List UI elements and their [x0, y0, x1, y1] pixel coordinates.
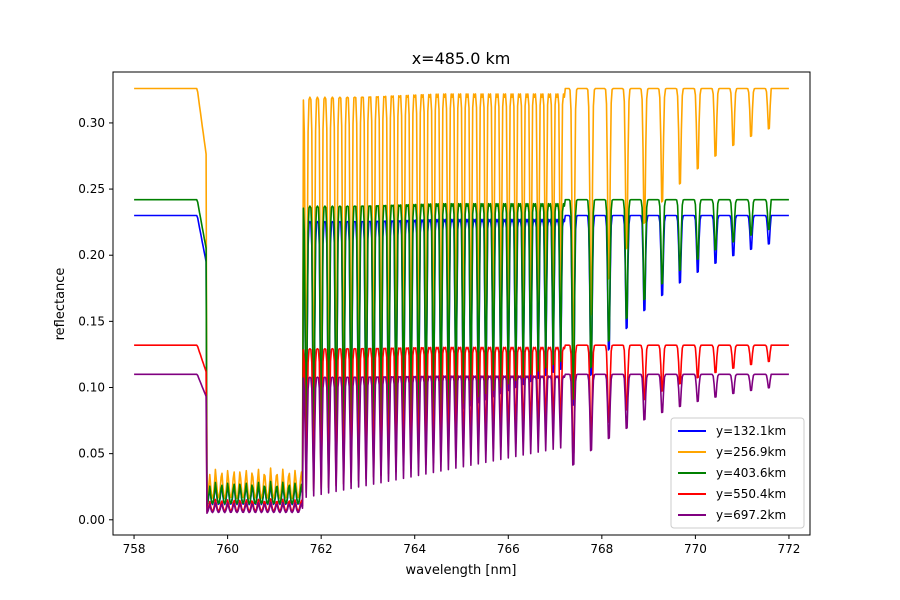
legend-label: y=550.4km	[716, 487, 786, 501]
y-tick-label: 0.30	[78, 116, 105, 130]
legend-box	[670, 417, 805, 529]
x-tick-label: 766	[497, 542, 520, 556]
series-line	[134, 87, 789, 502]
legend-label: y=697.2km	[716, 508, 786, 522]
plot-frame	[112, 71, 811, 536]
series-layer	[134, 87, 789, 515]
legend-label: y=132.1km	[716, 424, 786, 438]
x-tick-label: 770	[684, 542, 707, 556]
y-tick-label: 0.05	[78, 447, 105, 461]
x-axis: 758 760 762 764 766 768 770 772	[123, 535, 800, 556]
y-axis-label: reflectance	[53, 268, 68, 341]
x-tick-label: 760	[216, 542, 239, 556]
y-axis: 0.00 0.05 0.10 0.15 0.20 0.25 0.30	[78, 116, 113, 527]
y-tick-label: 0.15	[78, 314, 105, 328]
y-tick-label: 0.10	[78, 381, 105, 395]
legend-label: y=256.9km	[716, 445, 786, 459]
series-line	[134, 344, 789, 513]
chart-title: x=485.0 km	[412, 49, 511, 68]
y-tick-label: 0.20	[78, 248, 105, 262]
x-tick-label: 762	[310, 542, 333, 556]
x-tick-label: 764	[403, 542, 426, 556]
legend-label: y=403.6km	[716, 466, 786, 480]
x-axis-label: wavelength [nm]	[406, 563, 517, 578]
series-line	[134, 373, 789, 515]
x-tick-label: 768	[590, 542, 613, 556]
y-tick-label: 0.25	[78, 182, 105, 196]
y-tick-label: 0.00	[78, 513, 105, 527]
x-tick-label: 758	[123, 542, 146, 556]
x-tick-label: 772	[777, 542, 800, 556]
legend: y=132.1km y=256.9km y=403.6km y=550.4km y=69…	[670, 417, 805, 529]
series-line	[134, 198, 789, 507]
